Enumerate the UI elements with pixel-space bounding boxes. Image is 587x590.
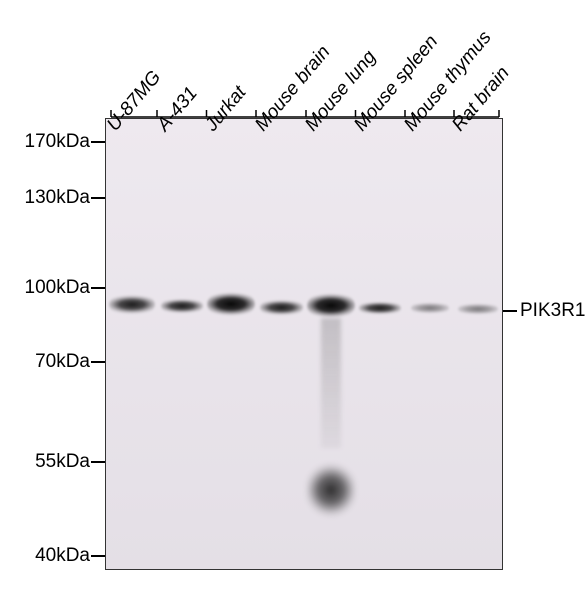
protein-name-label: PIK3R1	[520, 300, 585, 322]
blot-band	[307, 293, 355, 318]
mw-marker-label: 55kDa	[35, 451, 90, 473]
mw-marker-label: 70kDa	[35, 351, 90, 373]
mw-marker-tick	[91, 461, 105, 463]
blot-band-trail	[321, 318, 341, 448]
blot-band	[207, 292, 255, 316]
mw-marker-label: 40kDa	[35, 545, 90, 567]
mw-marker-label: 100kDa	[25, 277, 91, 299]
western-blot-figure: U-87MGA-431JurkatMouse brainMouse lungMo…	[0, 0, 587, 590]
protein-label-tick	[503, 310, 517, 312]
blot-band	[109, 294, 155, 315]
blot-band	[260, 299, 303, 316]
blot-band	[458, 303, 498, 315]
mw-marker-label: 130kDa	[25, 187, 91, 209]
blot-band	[161, 298, 203, 314]
mw-marker-tick	[91, 361, 105, 363]
mw-marker-tick	[91, 197, 105, 199]
mw-marker-tick	[91, 287, 105, 289]
blot-smear	[306, 462, 356, 518]
blot-band	[411, 302, 449, 314]
mw-marker-label: 170kDa	[25, 131, 91, 153]
mw-marker-tick	[91, 555, 105, 557]
mw-marker-tick	[91, 141, 105, 143]
blot-band	[359, 301, 401, 315]
